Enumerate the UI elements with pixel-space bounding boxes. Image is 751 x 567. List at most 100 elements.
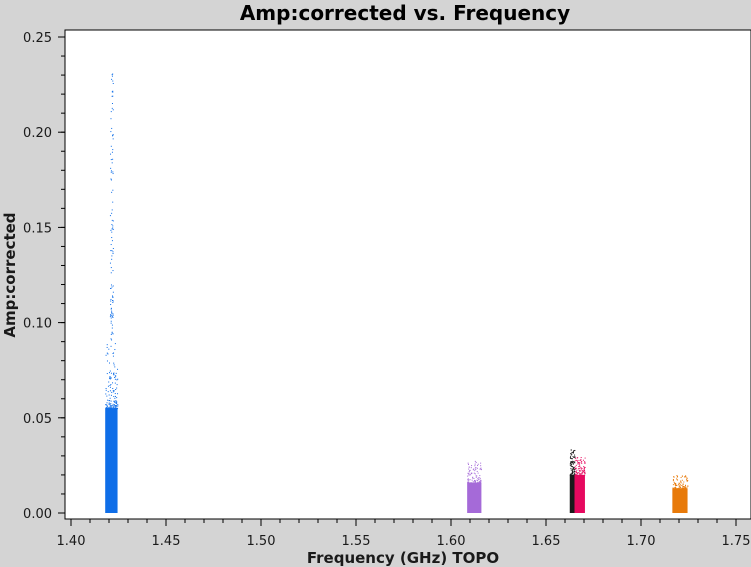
data-point — [111, 332, 113, 334]
data-point — [569, 464, 571, 466]
data-point — [468, 479, 470, 481]
data-point — [111, 324, 113, 326]
data-point — [113, 404, 115, 406]
data-point — [105, 389, 107, 391]
data-point — [573, 468, 575, 470]
data-point — [685, 488, 687, 490]
data-point — [473, 480, 475, 482]
data-point — [577, 463, 579, 465]
data-point — [106, 404, 108, 406]
series-dense-points — [574, 474, 585, 513]
data-point — [112, 406, 114, 408]
data-point — [110, 394, 112, 396]
data-point — [110, 287, 112, 289]
data-point — [112, 109, 114, 111]
data-point — [474, 480, 476, 482]
data-point — [673, 481, 675, 483]
data-point — [570, 469, 572, 471]
data-point — [571, 466, 573, 468]
data-point — [468, 468, 470, 470]
data-point — [474, 470, 476, 472]
data-point — [115, 402, 117, 404]
data-point — [111, 224, 113, 226]
data-point — [467, 482, 469, 484]
data-point — [570, 464, 572, 466]
data-point — [113, 372, 115, 374]
y-tick-label: 0.05 — [23, 412, 52, 427]
data-point — [112, 149, 114, 151]
data-point — [107, 353, 109, 355]
data-point — [113, 362, 115, 364]
data-point — [683, 481, 685, 483]
data-point — [677, 488, 679, 490]
data-point — [110, 179, 112, 181]
data-point — [580, 469, 582, 471]
data-point — [672, 479, 674, 481]
data-point — [468, 474, 470, 476]
data-point — [578, 472, 580, 474]
data-point — [110, 178, 112, 180]
data-point — [111, 250, 113, 252]
data-point — [114, 376, 116, 378]
y-tick-label: 0.00 — [23, 507, 52, 522]
data-point — [571, 469, 573, 471]
data-point — [682, 483, 684, 485]
data-point — [112, 382, 114, 384]
data-point — [114, 400, 116, 402]
data-point — [573, 450, 575, 452]
data-point — [683, 486, 685, 488]
data-point — [109, 215, 111, 217]
data-point — [480, 479, 482, 481]
data-point — [107, 407, 109, 409]
data-point — [116, 405, 118, 407]
data-point — [475, 476, 477, 478]
data-point — [571, 458, 573, 460]
data-point — [469, 469, 471, 471]
data-point — [109, 377, 111, 379]
data-point — [110, 145, 112, 147]
data-point — [105, 387, 107, 389]
data-point — [109, 316, 111, 318]
data-point — [579, 470, 581, 472]
data-point — [674, 484, 676, 486]
data-point — [469, 470, 471, 472]
data-point — [109, 372, 111, 374]
data-point — [109, 407, 111, 409]
x-tick-label: 1.55 — [342, 534, 371, 549]
data-point — [113, 400, 115, 402]
data-point — [112, 299, 114, 301]
data-point — [112, 227, 114, 229]
data-point — [473, 472, 475, 474]
data-point — [114, 393, 116, 395]
data-point — [679, 488, 681, 490]
data-point — [111, 212, 113, 214]
data-point — [574, 466, 576, 468]
data-point — [109, 376, 111, 378]
data-point — [111, 315, 113, 317]
data-point — [116, 403, 118, 405]
data-point — [572, 469, 574, 471]
data-point — [479, 468, 481, 470]
data-point — [111, 327, 113, 329]
data-point — [574, 474, 576, 476]
data-point — [468, 471, 470, 473]
data-point — [570, 463, 572, 465]
data-point — [686, 480, 688, 482]
data-point — [570, 455, 572, 457]
data-point — [476, 467, 478, 469]
x-tick-label: 1.75 — [722, 534, 751, 549]
data-point — [117, 405, 119, 407]
data-point — [111, 219, 113, 221]
data-point — [574, 462, 576, 464]
data-point — [111, 231, 113, 233]
data-point — [113, 405, 115, 407]
data-point — [106, 346, 108, 348]
data-points — [105, 73, 689, 513]
data-point — [479, 481, 481, 483]
data-point — [584, 466, 586, 468]
series-dense-points — [467, 482, 482, 513]
data-point — [578, 459, 580, 461]
y-tick-label: 0.10 — [23, 317, 52, 332]
data-point — [110, 408, 112, 410]
